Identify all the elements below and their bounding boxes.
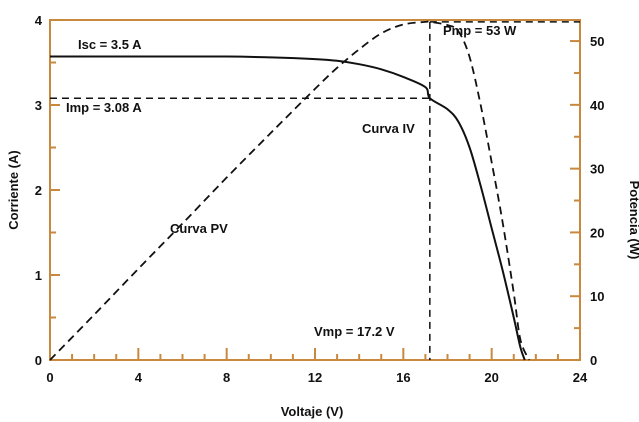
imp-annotation: Imp = 3.08 A bbox=[66, 100, 142, 115]
y-right-tick-label: 0 bbox=[590, 353, 597, 368]
y-right-tick-label: 40 bbox=[590, 98, 604, 113]
y-left-tick-label: 3 bbox=[35, 98, 42, 113]
x-tick-label: 16 bbox=[396, 370, 410, 385]
series-group bbox=[49, 20, 531, 361]
y-right-tick-label: 30 bbox=[590, 162, 604, 177]
y-left-tick-label: 2 bbox=[35, 183, 42, 198]
pv-curve-label: Curva PV bbox=[170, 221, 228, 236]
pmp-annotation: Pmp = 53 W bbox=[443, 23, 517, 38]
y-axis-right-title: Potencia (W) bbox=[627, 181, 639, 260]
x-tick-label: 8 bbox=[223, 370, 230, 385]
reference-lines bbox=[50, 21, 580, 360]
plot-frame bbox=[49, 19, 581, 361]
x-tick-label: 12 bbox=[308, 370, 322, 385]
x-axis-title: Voltaje (V) bbox=[281, 404, 344, 419]
y-right-tick-label: 10 bbox=[590, 289, 604, 304]
iv-curve-line bbox=[50, 55, 526, 361]
tick-marks bbox=[50, 40, 580, 360]
y-axis-left-title: Corriente (A) bbox=[6, 150, 21, 229]
y-left-tick-label: 1 bbox=[35, 268, 42, 283]
plot-border bbox=[49, 19, 581, 361]
x-tick-label: 4 bbox=[135, 370, 143, 385]
vmp-annotation: Vmp = 17.2 V bbox=[314, 324, 395, 339]
isc-annotation: Isc = 3.5 A bbox=[78, 37, 142, 52]
y-right-tick-label: 20 bbox=[590, 225, 604, 240]
x-tick-label: 20 bbox=[484, 370, 498, 385]
y-right-tick-label: 50 bbox=[590, 34, 604, 49]
x-tick-label: 0 bbox=[46, 370, 53, 385]
y-left-tick-label: 0 bbox=[35, 353, 42, 368]
pv-curve-line bbox=[49, 20, 531, 361]
iv-curve-label: Curva IV bbox=[362, 121, 415, 136]
x-tick-label: 24 bbox=[573, 370, 588, 385]
y-left-tick-label: 4 bbox=[35, 13, 43, 28]
